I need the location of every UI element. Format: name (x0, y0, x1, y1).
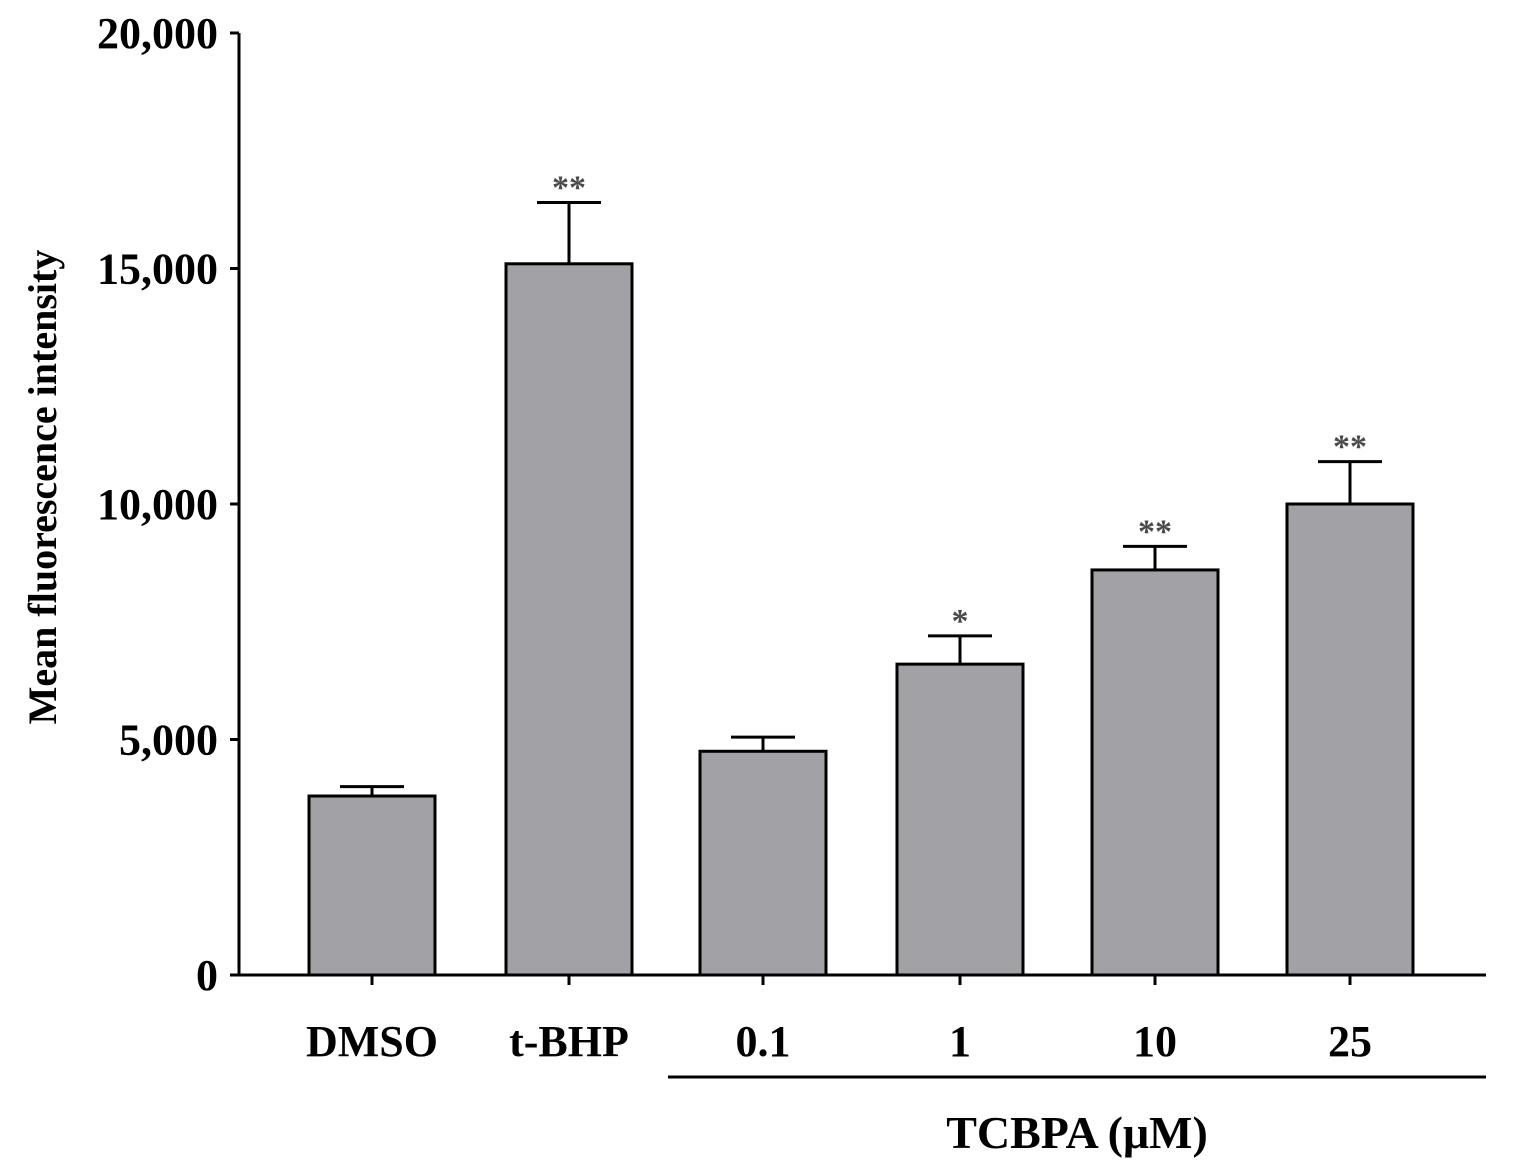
y-tick-label: 15,000 (97, 245, 218, 294)
bar (1090, 568, 1220, 977)
significance-markers: ******* (552, 170, 1367, 640)
x-axis (239, 973, 1486, 985)
category-label: 1 (949, 1017, 971, 1066)
significance-marker: * (952, 603, 969, 640)
y-tick-label: 10,000 (97, 480, 218, 529)
bar (307, 794, 437, 977)
y-axis: 0 5,000 10,000 15,000 20,000 (97, 9, 241, 1000)
group-label: TCBPA (μM) (946, 1107, 1208, 1158)
bar (698, 749, 828, 977)
category-label: 25 (1328, 1017, 1372, 1066)
y-tick-label: 0 (196, 951, 218, 1000)
significance-marker: ** (1333, 429, 1367, 466)
y-axis-title: Mean fluorescence intensity (20, 250, 65, 725)
category-labels: DMSO t-BHP 0.1 1 10 25 (306, 1017, 1372, 1066)
bar (504, 262, 634, 977)
significance-marker: ** (1138, 513, 1172, 550)
bar (895, 662, 1025, 977)
y-tick-label: 5,000 (119, 716, 218, 765)
category-label: DMSO (306, 1017, 438, 1066)
bars (307, 262, 1415, 977)
category-label: 0.1 (736, 1017, 791, 1066)
error-bars (340, 201, 1382, 797)
significance-marker: ** (552, 170, 586, 207)
y-tick-label: 20,000 (97, 9, 218, 58)
bar (1285, 502, 1415, 977)
category-label: t-BHP (509, 1017, 629, 1066)
category-label: 10 (1133, 1017, 1177, 1066)
